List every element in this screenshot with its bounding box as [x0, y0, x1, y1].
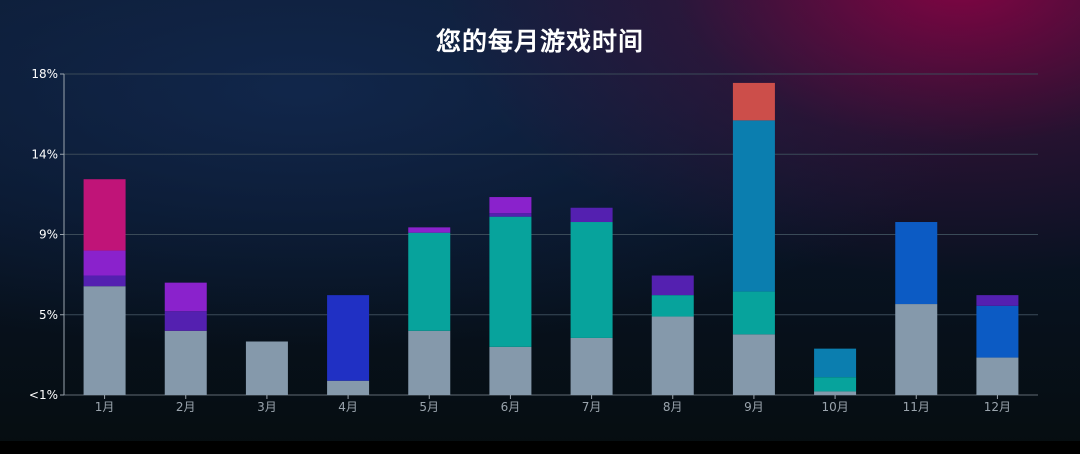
bar-segment: [327, 380, 370, 395]
x-tick-label: 8月: [663, 400, 683, 414]
bar-segment: [976, 357, 1019, 395]
bar-segment: [570, 222, 613, 338]
bar-segment: [408, 330, 451, 395]
bar-segment: [327, 295, 370, 381]
bar-segment: [408, 232, 451, 331]
grid-lines: [64, 73, 1038, 396]
bar-segment: [732, 291, 775, 335]
bar-segment: [814, 348, 857, 378]
x-tick-label: 12月: [984, 400, 1011, 414]
bar-segment: [814, 391, 857, 395]
bar-segment: [570, 207, 613, 223]
bar-segment: [83, 286, 126, 395]
bar-segment: [489, 197, 532, 214]
bar-segment: [408, 227, 451, 233]
bar-segment: [489, 346, 532, 395]
bar-segment: [732, 82, 775, 121]
x-tick-label: 6月: [501, 400, 521, 414]
y-tick-label: 9%: [39, 228, 58, 242]
bar-segment: [732, 334, 775, 395]
x-tick-label: 3月: [257, 400, 277, 414]
bar-segment: [732, 120, 775, 292]
bar-segment: [164, 282, 207, 312]
bar-segment: [245, 341, 288, 395]
x-tick-label: 10月: [821, 400, 848, 414]
y-tick-label: 5%: [39, 308, 58, 322]
bar-segment: [976, 295, 1019, 306]
x-tick-label: 4月: [338, 400, 358, 414]
x-tick-label: 9月: [744, 400, 764, 414]
bars: [83, 82, 1019, 395]
bar-segment: [164, 330, 207, 395]
bar-segment: [651, 275, 694, 296]
bar-segment: [814, 377, 857, 392]
bar-segment: [651, 295, 694, 317]
x-tick-label: 2月: [176, 400, 196, 414]
y-tick-label: 14%: [31, 147, 58, 161]
bar-segment: [83, 275, 126, 287]
bar-segment: [895, 304, 938, 395]
x-tick-label: 5月: [419, 400, 439, 414]
chart-title: 您的每月游戏时间: [435, 27, 644, 56]
bar-segment: [83, 250, 126, 276]
bar-segment: [895, 222, 938, 305]
x-tick-label: 11月: [903, 400, 930, 414]
y-tick-label: <1%: [29, 388, 58, 402]
bar-segment: [164, 311, 207, 331]
bar-segment: [976, 305, 1019, 358]
bottom-strip: [0, 441, 1080, 454]
bar-segment: [489, 216, 532, 347]
bar-segment: [83, 179, 126, 251]
x-tick-label: 1月: [95, 400, 115, 414]
bar-segment: [570, 337, 613, 395]
x-tick-label: 7月: [582, 400, 602, 414]
bar-segment: [651, 316, 694, 395]
y-tick-label: 18%: [31, 67, 58, 81]
axes: <1% 5% 9% 14% 18% 1月 2月 3月 4月 5月 6月 7月 8月 9月 10月 11月 12月: [29, 67, 1011, 414]
bar-segment: [489, 213, 532, 217]
